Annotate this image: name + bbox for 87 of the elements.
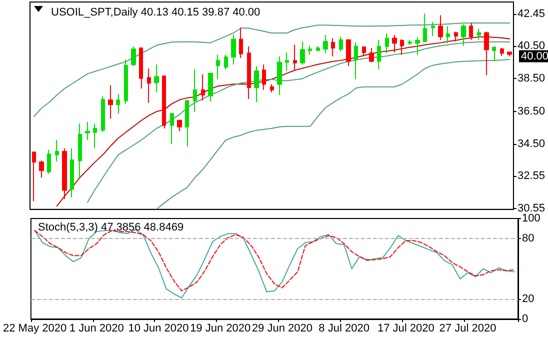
candlestick [438, 14, 443, 40]
line-series [33, 22, 510, 118]
y-tick-label: 36.50 [517, 105, 546, 118]
candlestick [369, 48, 374, 63]
candlestick [431, 21, 435, 36]
candlestick [124, 59, 128, 104]
candlestick [492, 46, 496, 62]
y-tick-label: 20 [522, 292, 534, 305]
chart-title: USOIL_SPT,Daily 40.13 40.15 39.87 40.00 [51, 6, 260, 18]
candlestick [507, 51, 512, 57]
candlestick [270, 84, 274, 93]
text: 40.00 [521, 50, 548, 63]
candlestick [385, 32, 389, 54]
candlestick [339, 36, 343, 52]
candlestick [408, 39, 412, 46]
candlestick [78, 123, 82, 178]
candlestick [177, 120, 182, 132]
y-tick-label: 80 [522, 232, 534, 245]
candlestick [154, 64, 159, 93]
candlestick [101, 96, 105, 132]
candlestick [346, 38, 351, 67]
candlestick [446, 26, 450, 44]
x-tick-label: 17 Jul 2020 [377, 322, 434, 334]
candlestick [262, 64, 266, 90]
candlestick [170, 112, 174, 145]
candlestick [285, 52, 289, 72]
x-tick-label: 8 Jul 2020 [318, 322, 370, 334]
candlestick [277, 56, 282, 96]
candlestick [400, 38, 404, 56]
candlestick [247, 46, 251, 100]
line-series [156, 58, 510, 210]
candlestick [300, 41, 305, 66]
candlestick [193, 68, 197, 113]
candlestick [392, 34, 397, 53]
candlestick [331, 38, 335, 57]
candlestick [208, 72, 213, 102]
candlestick [201, 74, 205, 102]
candlestick [47, 149, 51, 174]
candlestick [185, 99, 189, 147]
candlestick [239, 26, 243, 58]
candlestick [323, 34, 328, 54]
candlestick [139, 48, 143, 90]
x-tick-label: 29 Jun 2020 [252, 322, 312, 334]
candlestick [362, 46, 366, 57]
candlestick [293, 44, 297, 72]
candlestick [108, 84, 113, 120]
candlestick [55, 139, 59, 162]
candlestick [377, 39, 381, 70]
candlestick [469, 22, 473, 40]
y-tick-label: 38.50 [517, 72, 546, 85]
candlestick [216, 54, 220, 80]
y-tick-label: 40.50 [517, 40, 546, 52]
x-tick-label: 19 Jun 2020 [190, 322, 251, 334]
candlestick [500, 48, 504, 56]
candlestick [162, 74, 166, 130]
candlestick [254, 66, 259, 103]
x-tick-label: 1 Jun 2020 [69, 322, 124, 334]
candlestick [415, 36, 420, 56]
candlestick [32, 152, 36, 202]
candlestick [354, 42, 358, 80]
y-tick-label: 30.55 [517, 202, 546, 214]
y-tick-label: 0 [522, 313, 528, 325]
y-tick-label: 100 [522, 212, 540, 224]
x-tick-label: 22 May 2020 [2, 322, 67, 334]
candlestick [423, 13, 427, 42]
candlestick [85, 121, 90, 140]
candlestick [454, 31, 458, 42]
y-tick-label: 42.45 [517, 8, 546, 20]
candlestick [316, 46, 320, 52]
candlestick [484, 31, 489, 76]
candlestick [93, 123, 97, 149]
candlestick [131, 46, 136, 67]
candlestick [70, 148, 74, 198]
candlestick [308, 45, 312, 56]
y-tick-label: 32.55 [517, 170, 546, 182]
candlestick [116, 94, 120, 114]
x-tick-label: 10 Jun 2020 [128, 322, 189, 334]
candlestick [224, 54, 228, 70]
y-tick-label: 34.50 [517, 138, 546, 150]
candlestick [62, 148, 67, 200]
candlestick [147, 68, 151, 104]
candlestick [461, 24, 466, 46]
chart-title: Stoch(5,3,3) 47.3856 48.8469 [38, 222, 184, 234]
candlestick [39, 160, 44, 178]
candlestick [231, 34, 236, 66]
x-tick-label: 27 Jul 2020 [439, 322, 496, 334]
candlestick [477, 28, 481, 40]
